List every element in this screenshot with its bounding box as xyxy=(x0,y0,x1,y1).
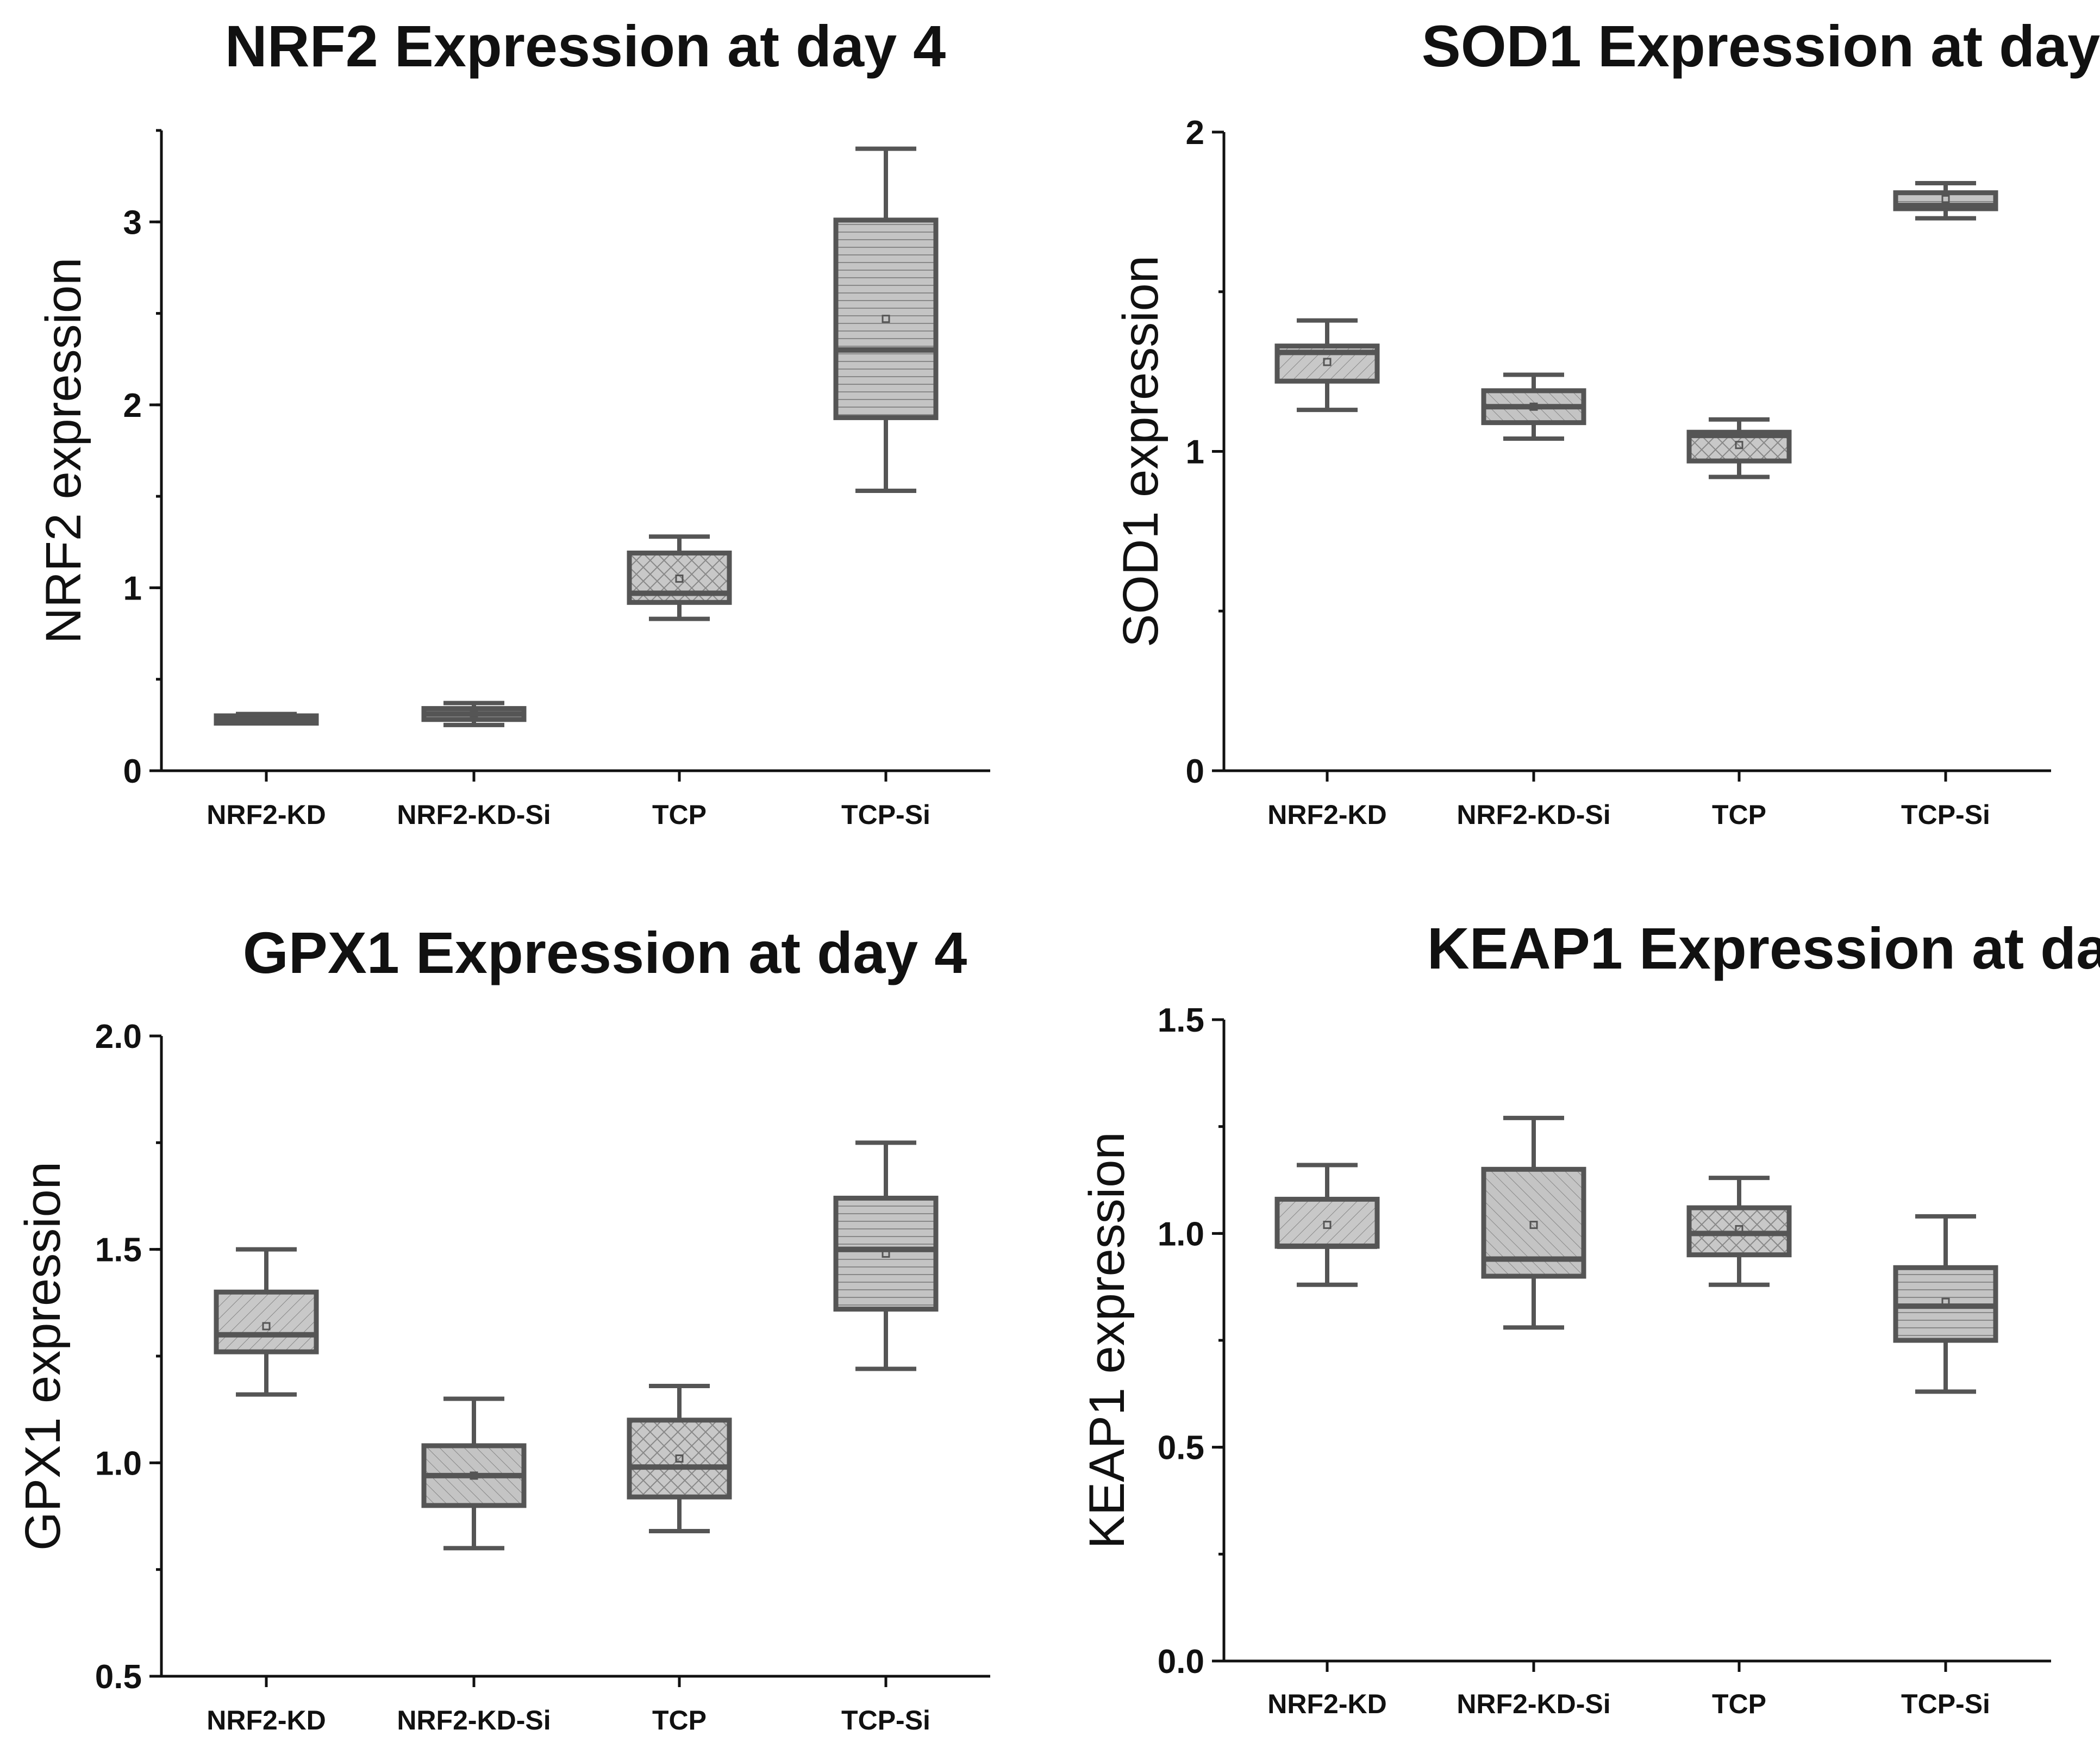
x-category-label: TCP xyxy=(652,1705,707,1735)
box-plot-tcp-si: TCP-Si xyxy=(833,1140,939,1735)
mean-marker xyxy=(882,1250,890,1258)
box-plot-tcp: TCP xyxy=(1686,1176,1792,1719)
y-tick-label: 3 xyxy=(123,204,142,241)
y-tick-label: 2 xyxy=(123,387,142,424)
x-category-label: NRF2-KD-Si xyxy=(1457,800,1610,830)
x-category-label: NRF2-KD-Si xyxy=(397,1705,551,1735)
mean-marker xyxy=(882,315,890,323)
y-tick-label: 1.5 xyxy=(1158,1002,1204,1039)
mean-marker xyxy=(262,715,271,724)
mean-marker xyxy=(675,1454,684,1463)
y-tick-label: 1 xyxy=(123,570,142,607)
x-category-label: TCP-Si xyxy=(1901,1689,1990,1719)
y-tick-label: 1.5 xyxy=(95,1232,142,1269)
chart-panel: GPX1 Expression at day 4 GPX1 expression 0… xyxy=(15,920,990,1735)
mean-marker xyxy=(470,710,478,719)
box-plot-nrf2-kd-si: NRF2-KD-Si xyxy=(1457,372,1611,830)
mean-marker xyxy=(1529,1221,1538,1229)
mean-marker xyxy=(1735,441,1743,449)
y-tick-label: 0.5 xyxy=(1158,1429,1204,1467)
mean-marker xyxy=(675,575,684,583)
x-category-label: NRF2-KD xyxy=(1267,800,1386,830)
box-plot-tcp: TCP xyxy=(627,534,732,830)
box-body xyxy=(833,217,939,420)
x-category-label: TCP-Si xyxy=(1901,800,1990,830)
chart-title: GPX1 Expression at day 4 xyxy=(243,920,967,985)
mean-marker xyxy=(1323,358,1332,366)
y-axis-label: NRF2 expression xyxy=(36,258,91,644)
mean-marker xyxy=(1735,1225,1743,1233)
x-category-label: TCP xyxy=(1712,800,1766,830)
box-plot-tcp-si: TCP-Si xyxy=(833,146,939,830)
box-plot-tcp-si: TCP-Si xyxy=(1893,1214,1998,1719)
box-body xyxy=(833,1195,939,1312)
x-category-label: TCP xyxy=(1712,1689,1766,1719)
box-plot-nrf2-kd: NRF2-KD xyxy=(207,1247,326,1735)
mean-marker xyxy=(1941,1297,1950,1306)
y-tick-label: 0.5 xyxy=(95,1658,142,1696)
x-category-label: TCP xyxy=(652,800,707,830)
y-tick-label: 0 xyxy=(123,753,142,790)
y-tick-label: 1 xyxy=(1186,434,1204,471)
box-plot-tcp-si: TCP-Si xyxy=(1893,181,1998,830)
chart-title: SOD1 Expression at day 4 xyxy=(1422,13,2100,79)
x-category-label: TCP-Si xyxy=(841,1705,930,1735)
y-tick-label: 0.0 xyxy=(1158,1643,1204,1681)
chart-title: KEAP1 Expression at day 4 xyxy=(1427,915,2100,981)
box-plot-nrf2-kd-si: NRF2-KD-Si xyxy=(397,1396,551,1735)
x-category-label: NRF2-KD-Si xyxy=(1457,1689,1610,1719)
box-plot-nrf2-kd-si: NRF2-KD-Si xyxy=(397,701,551,830)
box-plot-tcp: TCP xyxy=(627,1383,732,1735)
y-tick-label: 2.0 xyxy=(95,1018,142,1056)
chart-panel: NRF2 Expression at day 4 NRF2 expression 0… xyxy=(36,13,990,830)
chart-title: NRF2 Expression at day 4 xyxy=(225,13,946,79)
y-tick-label: 1.0 xyxy=(95,1445,142,1482)
x-category-label: NRF2-KD xyxy=(1267,1689,1386,1719)
box-plot-tcp: TCP xyxy=(1686,417,1792,830)
chart-panel: KEAP1 Expression at day 4 KEAP1 expressio… xyxy=(1079,915,2100,1719)
y-axis-label: GPX1 expression xyxy=(15,1162,71,1551)
box-body xyxy=(214,1289,319,1354)
x-category-label: TCP-Si xyxy=(841,800,930,830)
x-category-label: NRF2-KD xyxy=(207,1705,326,1735)
box-body xyxy=(1274,1196,1380,1249)
y-tick-label: 0 xyxy=(1186,753,1204,790)
box-plot-nrf2-kd: NRF2-KD xyxy=(1267,1163,1387,1719)
x-category-label: NRF2-KD xyxy=(207,800,326,830)
mean-marker xyxy=(1529,402,1538,411)
box-body xyxy=(627,1418,732,1500)
y-tick-label: 2 xyxy=(1186,114,1204,152)
mean-marker xyxy=(1323,1221,1332,1229)
y-axis-label: SOD1 expression xyxy=(1113,255,1168,647)
y-tick-label: 1.0 xyxy=(1158,1215,1204,1253)
box-plot-nrf2-kd-si: NRF2-KD-Si xyxy=(1457,1115,1611,1719)
mean-marker xyxy=(262,1322,271,1331)
y-axis-label: KEAP1 expression xyxy=(1079,1132,1135,1549)
box-plot-nrf2-kd: NRF2-KD xyxy=(207,711,326,830)
mean-marker xyxy=(1941,195,1950,203)
chart-panel: SOD1 Expression at day 4 SOD1 expression 0… xyxy=(1113,13,2100,830)
mean-marker xyxy=(470,1471,478,1480)
box-plot-nrf2-kd: NRF2-KD xyxy=(1267,318,1387,830)
x-category-label: NRF2-KD-Si xyxy=(397,800,551,830)
